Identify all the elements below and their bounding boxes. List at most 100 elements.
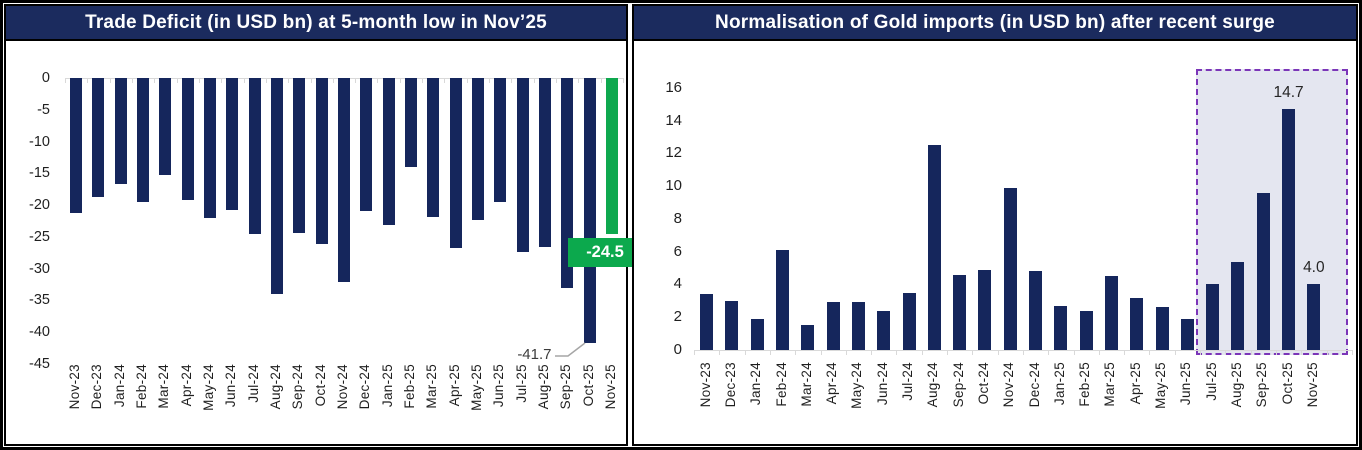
axis-tick bbox=[921, 350, 923, 355]
x-axis-label: Feb-25 bbox=[401, 364, 417, 409]
x-axis-label: Nov-23 bbox=[67, 364, 83, 410]
bar-Mar-25 bbox=[1104, 276, 1118, 350]
bar-Sep-24 bbox=[953, 274, 967, 350]
x-axis-label: May-24 bbox=[201, 364, 217, 411]
axis-tick bbox=[719, 350, 721, 355]
x-axis-label: Jan-25 bbox=[379, 364, 395, 408]
highlight-region-box bbox=[1196, 69, 1348, 355]
axis-tick bbox=[871, 350, 873, 355]
y-axis-label: -5 bbox=[37, 101, 50, 118]
bar-Aug-25 bbox=[538, 78, 551, 248]
x-axis-label: Aug-24 bbox=[925, 362, 941, 408]
y-axis-label: 6 bbox=[673, 242, 682, 260]
axis-tick bbox=[820, 350, 822, 355]
x-axis-label: Oct-25 bbox=[580, 364, 596, 407]
bar-Feb-25 bbox=[1079, 310, 1093, 350]
bar-Jul-24 bbox=[902, 292, 916, 350]
axis-tick bbox=[972, 350, 974, 355]
axis-tick bbox=[1200, 350, 1201, 355]
x-axis-label: Feb-24 bbox=[773, 362, 789, 407]
axis-tick bbox=[769, 350, 771, 355]
axis-tick bbox=[896, 350, 898, 355]
x-axis-label: Dec-24 bbox=[357, 364, 373, 410]
axis-tick bbox=[243, 78, 245, 83]
x-axis-label: Jan-25 bbox=[1051, 362, 1067, 406]
x-axis-label: Jul-25 bbox=[1203, 362, 1219, 401]
data-label: 14.7 bbox=[1273, 84, 1304, 102]
axis-tick bbox=[1073, 350, 1075, 355]
axis-tick bbox=[511, 78, 513, 83]
y-axis-label: -25 bbox=[29, 228, 50, 245]
x-axis-label: Jun-25 bbox=[491, 364, 507, 408]
axis-tick bbox=[310, 78, 312, 83]
x-axis-label: Jan-24 bbox=[748, 362, 764, 406]
axis-tick bbox=[1301, 350, 1303, 355]
axis-tick bbox=[87, 78, 89, 83]
bar-Jun-24 bbox=[226, 78, 239, 210]
bar-Aug-24 bbox=[271, 78, 284, 295]
x-axis-label: Apr-25 bbox=[1127, 362, 1143, 405]
x-axis-label: May-25 bbox=[468, 364, 484, 411]
bar-Nov-24 bbox=[1003, 187, 1017, 350]
axis-tick bbox=[198, 78, 200, 83]
data-label: 4.0 bbox=[1303, 259, 1325, 277]
x-axis-label: Nov-25 bbox=[602, 364, 618, 410]
trade-deficit-panel: Trade Deficit (in USD bn) at 5-month low… bbox=[4, 4, 642, 446]
axis-tick bbox=[623, 78, 624, 83]
x-axis-label: Nov-25 bbox=[1304, 362, 1320, 408]
bar-Dec-23 bbox=[725, 300, 739, 350]
x-axis-label: Mar-25 bbox=[1102, 362, 1118, 407]
y-axis-label: 0 bbox=[673, 341, 682, 358]
x-axis-label: May-25 bbox=[1153, 362, 1169, 409]
bar-Jul-25 bbox=[516, 78, 529, 253]
axis-tick bbox=[355, 78, 357, 83]
axis-tick bbox=[1048, 350, 1050, 355]
bar-Jan-24 bbox=[750, 318, 764, 350]
gold-imports-plot: 16 14 12 10 8 6 4 2 0 Nov-23 Dec-23 Jan-24 Feb-24 Mar… bbox=[634, 41, 1356, 444]
y-axis-label: 10 bbox=[665, 177, 682, 195]
bar-May-24 bbox=[204, 78, 217, 219]
bar-May-25 bbox=[1155, 307, 1169, 350]
y-axis-label: -10 bbox=[29, 133, 50, 150]
axis-tick bbox=[578, 78, 580, 83]
bar-Dec-23 bbox=[92, 78, 105, 198]
x-axis-label: Jul-24 bbox=[900, 362, 916, 401]
x-axis-label: Jun-25 bbox=[1178, 362, 1194, 406]
y-axis-label: -45 bbox=[29, 356, 50, 373]
x-axis-label: Dec-23 bbox=[722, 362, 738, 408]
green-value-badge: -24.5 bbox=[568, 237, 642, 267]
deficit-callout-label: -41.7 bbox=[517, 346, 552, 364]
axis-tick bbox=[1022, 350, 1024, 355]
axis-tick bbox=[1098, 350, 1100, 355]
bar-Mar-24 bbox=[801, 325, 815, 350]
axis-tick bbox=[109, 78, 111, 83]
bar-Jan-25 bbox=[1054, 305, 1068, 350]
x-axis-label: Aug-25 bbox=[1228, 362, 1244, 408]
x-axis-label: Nov-24 bbox=[1001, 362, 1017, 408]
axis-tick bbox=[694, 350, 695, 355]
x-axis-label: Oct-24 bbox=[312, 364, 328, 407]
axis-tick bbox=[444, 78, 446, 83]
x-axis-label: Apr-24 bbox=[178, 364, 194, 407]
x-axis-label: Sep-24 bbox=[290, 364, 306, 410]
y-axis-label: -30 bbox=[29, 260, 50, 277]
bar-Sep-25 bbox=[1256, 192, 1270, 350]
axis-tick bbox=[1149, 350, 1151, 355]
y-axis-label: -40 bbox=[29, 324, 50, 341]
bar-Apr-24 bbox=[181, 78, 194, 201]
trade-deficit-title: Trade Deficit (in USD bn) at 5-month low… bbox=[6, 6, 626, 41]
leader-line bbox=[554, 340, 590, 358]
x-axis-label: Sep-25 bbox=[1254, 362, 1270, 408]
axis-tick bbox=[556, 78, 558, 83]
axis-tick bbox=[997, 350, 999, 355]
y-axis-label: 0 bbox=[41, 70, 50, 86]
y-axis-label: 2 bbox=[673, 308, 682, 326]
axis-tick bbox=[1326, 350, 1328, 355]
axis-tick bbox=[176, 78, 178, 83]
gold-imports-panel: Normalisation of Gold imports (in USD bn… bbox=[632, 4, 1358, 446]
bar-Feb-25 bbox=[404, 78, 417, 167]
axis-tick bbox=[422, 78, 424, 83]
bar-Oct-25 bbox=[1282, 109, 1296, 350]
x-axis-label: Sep-24 bbox=[950, 362, 966, 408]
